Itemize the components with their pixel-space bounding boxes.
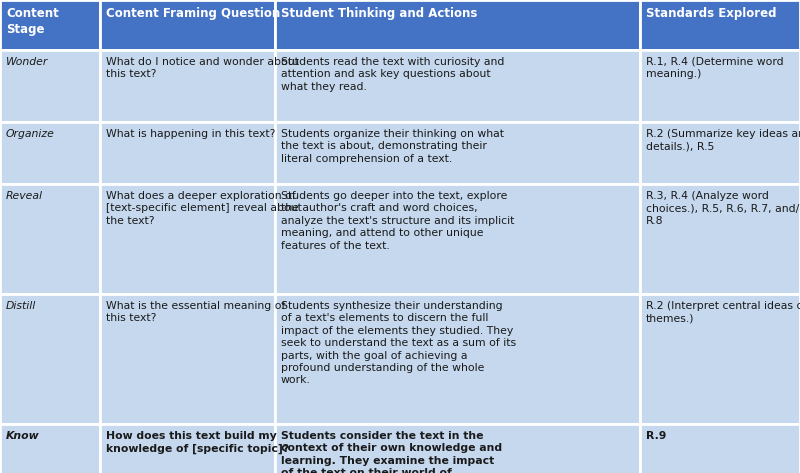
Bar <box>0 122 100 184</box>
Text: Organize: Organize <box>6 129 55 139</box>
Bar <box>0 294 100 424</box>
Bar <box>640 0 800 50</box>
Text: What is happening in this text?: What is happening in this text? <box>106 129 275 139</box>
Text: Student Thinking and Actions: Student Thinking and Actions <box>281 7 478 20</box>
Text: Wonder: Wonder <box>6 57 48 67</box>
Text: Standards Explored: Standards Explored <box>646 7 777 20</box>
Bar <box>0 0 100 50</box>
Bar <box>0 184 100 294</box>
Text: How does this text build my
knowledge of [specific topic]?: How does this text build my knowledge of… <box>106 431 289 454</box>
Text: R.2 (Summarize key ideas and
details.), R.5: R.2 (Summarize key ideas and details.), … <box>646 129 800 151</box>
Bar <box>100 122 275 184</box>
Bar <box>640 50 800 122</box>
Bar <box>275 122 640 184</box>
Bar <box>100 0 275 50</box>
Bar <box>640 294 800 424</box>
Bar <box>640 122 800 184</box>
Bar <box>275 294 640 424</box>
Text: R.9: R.9 <box>646 431 666 441</box>
Text: Know: Know <box>6 431 40 441</box>
Bar <box>100 424 275 473</box>
Bar <box>275 0 640 50</box>
Bar <box>100 184 275 294</box>
Bar <box>100 294 275 424</box>
Bar <box>275 184 640 294</box>
Text: R.2 (Interpret central ideas or
themes.): R.2 (Interpret central ideas or themes.) <box>646 301 800 324</box>
Text: What do I notice and wonder about
this text?: What do I notice and wonder about this t… <box>106 57 299 79</box>
Text: Reveal: Reveal <box>6 191 43 201</box>
Text: Students organize their thinking on what
the text is about, demonstrating their
: Students organize their thinking on what… <box>281 129 504 164</box>
Text: R.3, R.4 (Analyze word
choices.), R.5, R.6, R.7, and/or
R.8: R.3, R.4 (Analyze word choices.), R.5, R… <box>646 191 800 226</box>
Bar <box>275 424 640 473</box>
Bar <box>100 50 275 122</box>
Bar <box>640 424 800 473</box>
Bar <box>275 50 640 122</box>
Text: Content
Stage: Content Stage <box>6 7 58 36</box>
Bar <box>640 184 800 294</box>
Bar <box>0 50 100 122</box>
Bar <box>0 424 100 473</box>
Text: Distill: Distill <box>6 301 36 311</box>
Text: What is the essential meaning of
this text?: What is the essential meaning of this te… <box>106 301 286 324</box>
Text: Students go deeper into the text, explore
the author's craft and word choices,
a: Students go deeper into the text, explor… <box>281 191 514 251</box>
Text: Students read the text with curiosity and
attention and ask key questions about
: Students read the text with curiosity an… <box>281 57 504 92</box>
Text: R.1, R.4 (Determine word
meaning.): R.1, R.4 (Determine word meaning.) <box>646 57 784 79</box>
Text: What does a deeper exploration of
[text-specific element] reveal about
the text?: What does a deeper exploration of [text-… <box>106 191 302 226</box>
Text: Students consider the text in the
context of their own knowledge and
learning. T: Students consider the text in the contex… <box>281 431 502 473</box>
Text: Students synthesize their understanding
of a text's elements to discern the full: Students synthesize their understanding … <box>281 301 516 385</box>
Text: Content Framing Question: Content Framing Question <box>106 7 280 20</box>
